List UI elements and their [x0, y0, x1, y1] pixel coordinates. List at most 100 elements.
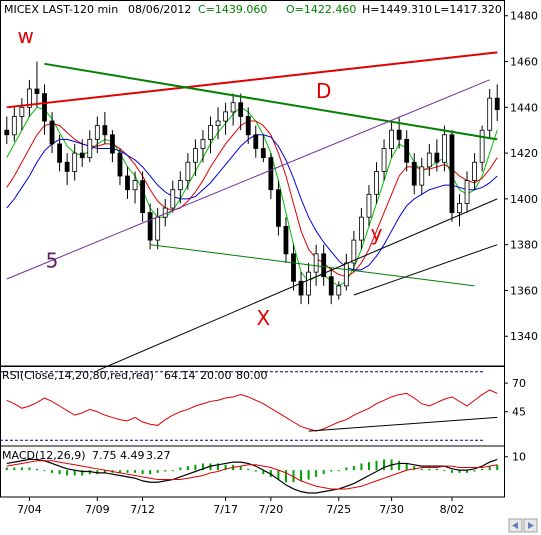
candle-body	[276, 189, 281, 227]
candle-body	[57, 143, 62, 163]
date-axis: 7/04 7/09 7/12 7/17 7/20 7/25 7/30 8/02	[0, 496, 504, 516]
pattern-label-X: X	[256, 306, 270, 330]
macd-hist-bar	[330, 470, 333, 472]
macd-hist-bar	[322, 470, 325, 475]
candle-body	[253, 134, 259, 149]
candle-body	[11, 116, 17, 136]
candle	[140, 171, 145, 222]
x-tick-label: 7/04	[17, 503, 42, 516]
candle-body	[102, 125, 108, 136]
candle-body	[472, 161, 477, 181]
candle	[102, 111, 108, 144]
candle-body	[238, 102, 244, 117]
candle-body	[374, 171, 379, 195]
candle	[283, 217, 289, 263]
candle-body	[170, 189, 176, 209]
candle-body	[230, 102, 236, 113]
candle	[110, 130, 115, 163]
macd-hist-bar	[239, 466, 242, 471]
macd-hist-bar	[277, 470, 280, 480]
trendline-purple-channel-lower	[150, 244, 475, 287]
candle-body	[140, 180, 145, 214]
candle	[457, 194, 462, 227]
candle	[321, 244, 327, 286]
close-value: C=1439.060	[198, 3, 267, 16]
candle-body	[177, 180, 183, 191]
x-tick-label: 7/25	[326, 503, 351, 516]
macd-hist-bar	[435, 468, 438, 471]
candle-body	[298, 280, 304, 296]
candle-body	[313, 253, 319, 273]
candle	[419, 157, 425, 195]
macd-hist-bar	[73, 470, 76, 476]
macd-hist-bar	[450, 470, 453, 473]
candle	[449, 130, 455, 222]
rsi-title: RSI(Close,14,20,80,red,red)	[2, 369, 154, 382]
macd-hist-bar	[43, 470, 46, 472]
macd-hist-bar	[383, 459, 386, 471]
candle-body	[426, 152, 432, 168]
macd-hist-bar	[496, 464, 499, 471]
candle-body	[366, 193, 372, 218]
candle	[494, 84, 500, 122]
rsi-y-tick-label: 45	[512, 406, 526, 419]
macd-hist-bar	[88, 470, 91, 475]
macd-hist-bar	[254, 470, 257, 472]
macd-hist-bar	[28, 467, 31, 471]
candle-body	[155, 216, 161, 241]
macd-hist-bar	[141, 470, 144, 475]
macd-hist-bar	[300, 470, 303, 481]
candle-body	[19, 106, 25, 117]
scroll-right-icon	[528, 522, 534, 529]
price-header: MICEX LAST-120 min 08/06/2012 C=1439.060…	[4, 3, 502, 16]
candle	[442, 125, 447, 172]
x-tick-label: 7/20	[259, 503, 284, 516]
date-label: 08/06/2012	[128, 3, 191, 16]
macd-hist-bar	[13, 467, 16, 471]
macd-hist-bar	[292, 470, 295, 483]
macd-hist-bar	[405, 463, 408, 471]
macd-hist-bar	[398, 460, 401, 471]
macd-header-value: 4.49	[120, 449, 145, 462]
macd-hist-bar	[156, 470, 159, 473]
macd-hist-bar	[375, 460, 378, 471]
candle	[245, 107, 251, 144]
candle	[223, 102, 228, 135]
candle-body	[185, 161, 191, 181]
trendline-black-lower-short	[353, 244, 498, 296]
macd-hist-bar	[481, 468, 484, 471]
candle-body	[487, 97, 493, 131]
candle	[170, 180, 176, 213]
candle-body	[34, 88, 40, 94]
candle	[260, 134, 266, 163]
candle-body	[404, 138, 410, 163]
candle	[291, 244, 296, 291]
candle	[404, 130, 410, 172]
price-y-tick-label: 1480	[510, 10, 538, 23]
candle	[238, 93, 244, 131]
candle	[464, 171, 470, 213]
x-tick-label: 7/17	[213, 503, 238, 516]
candle-body	[245, 116, 251, 136]
macd-hist-bar	[81, 470, 84, 476]
price-y-tick-label: 1340	[510, 330, 538, 343]
candle-body	[457, 203, 462, 214]
macd-hist-bar	[352, 466, 355, 471]
macd-hist-bar	[5, 467, 8, 471]
macd-hist-bar	[201, 463, 204, 471]
macd-signal-line	[6, 460, 498, 490]
candle	[336, 281, 342, 300]
high-value: H=1449.310	[362, 3, 432, 16]
macd-title: MACD(12,26,9)	[2, 449, 86, 462]
candle-body	[27, 88, 32, 108]
scroll-controls[interactable]	[508, 518, 538, 533]
candle-body	[336, 285, 342, 296]
candle-body	[260, 148, 266, 159]
macd-hist-bar	[428, 468, 431, 471]
candle-body	[411, 161, 417, 186]
candle	[27, 79, 32, 117]
candle	[94, 116, 100, 154]
trendline-green-descending	[44, 62, 498, 141]
candle	[230, 93, 236, 126]
candle	[389, 121, 394, 158]
